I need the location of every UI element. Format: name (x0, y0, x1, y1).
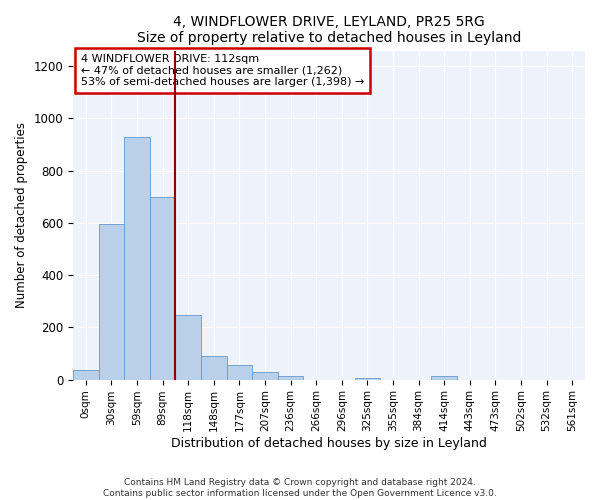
Bar (73, 370, 98, 380)
Bar (150, 197, 175, 380)
Bar (201, 356, 227, 380)
Text: 4 WINDFLOWER DRIVE: 112sqm
← 47% of detached houses are smaller (1,262)
53% of s: 4 WINDFLOWER DRIVE: 112sqm ← 47% of deta… (81, 54, 364, 87)
Bar (124, 136, 150, 380)
Title: 4, WINDFLOWER DRIVE, LEYLAND, PR25 5RG
Size of property relative to detached hou: 4, WINDFLOWER DRIVE, LEYLAND, PR25 5RG S… (137, 15, 521, 45)
Bar (252, 372, 278, 380)
Bar (175, 315, 201, 380)
Y-axis label: Number of detached properties: Number of detached properties (15, 122, 28, 308)
Bar (278, 376, 304, 380)
Bar (98, 224, 124, 380)
Text: Contains HM Land Registry data © Crown copyright and database right 2024.
Contai: Contains HM Land Registry data © Crown c… (103, 478, 497, 498)
Bar (227, 365, 252, 380)
X-axis label: Distribution of detached houses by size in Leyland: Distribution of detached houses by size … (171, 437, 487, 450)
Bar (355, 378, 380, 380)
Bar (431, 376, 457, 380)
